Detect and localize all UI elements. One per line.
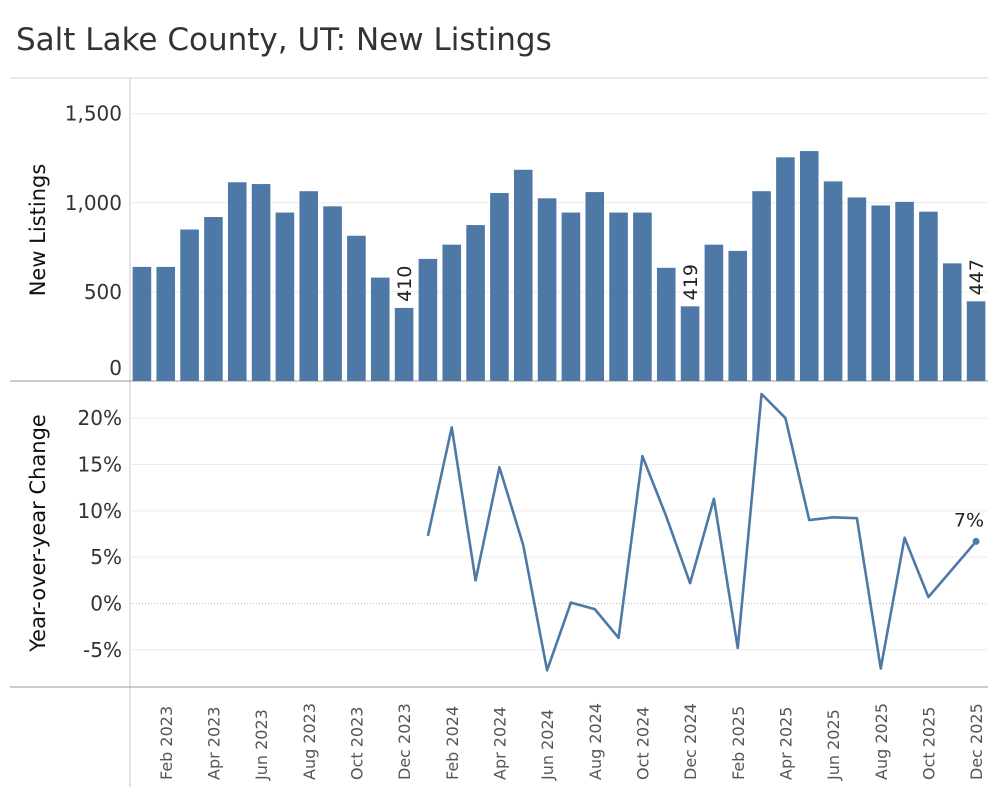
- bar-data-label: 447: [966, 259, 988, 295]
- yoy-line: [426, 392, 978, 672]
- bar: [728, 250, 748, 381]
- x-tick-label: Jun 2024: [538, 709, 557, 781]
- bar: [537, 198, 557, 381]
- x-tick-label: Oct 2023: [347, 707, 366, 780]
- y-tick-label: 10%: [78, 499, 122, 523]
- bar: [895, 201, 914, 381]
- bar: [442, 244, 462, 381]
- x-tick-label: Aug 2025: [872, 703, 891, 780]
- bar-data-labels: 410 419 447: [394, 259, 988, 302]
- bar: [299, 191, 319, 381]
- bar: [418, 258, 438, 381]
- bar: [823, 181, 843, 381]
- x-tick-label: Apr 2024: [490, 707, 509, 780]
- bar: [585, 192, 605, 381]
- x-tick-label: Oct 2024: [633, 707, 652, 780]
- x-tick-label: Aug 2023: [300, 703, 319, 780]
- x-tick-label: Aug 2024: [586, 703, 605, 780]
- yoy-panel-y-axis-title: Year-over-year Change: [26, 414, 50, 653]
- bar: [251, 184, 271, 381]
- bar: [394, 307, 414, 381]
- y-tick-label: 500: [84, 280, 122, 304]
- bar: [561, 212, 581, 381]
- x-tick-label: Jun 2025: [824, 709, 843, 781]
- y-tick-label: 5%: [90, 545, 122, 569]
- bar: [847, 197, 867, 381]
- bar-series: [132, 151, 986, 381]
- bar: [323, 206, 342, 381]
- y-tick-label: 1,000: [65, 191, 122, 215]
- bar: [656, 267, 676, 381]
- bar: [204, 217, 223, 381]
- y-tick-label: -5%: [83, 638, 122, 662]
- bar: [752, 191, 771, 381]
- x-tick-label: Oct 2025: [919, 707, 938, 780]
- bar-panel-y-ticks: 0 500 1,000 1,500: [65, 102, 122, 380]
- x-tick-label: Feb 2023: [157, 706, 176, 780]
- bar: [156, 266, 176, 381]
- end-point-marker: [972, 537, 980, 545]
- end-value-label: 7%: [954, 509, 984, 531]
- x-tick-label: Apr 2025: [776, 707, 795, 780]
- x-axis-ticks: Feb 2023 Apr 2023 Jun 2023 Aug 2023 Oct 2023…: [157, 703, 986, 781]
- bar-data-label: 410: [394, 266, 416, 302]
- bar: [942, 263, 962, 381]
- bar: [347, 235, 366, 381]
- yoy-line-series: 7%: [426, 392, 984, 672]
- bar: [609, 212, 628, 381]
- bar: [704, 244, 724, 381]
- bar: [275, 212, 295, 381]
- bar: [513, 169, 533, 381]
- x-tick-label: Feb 2025: [729, 706, 748, 780]
- yoy-panel-y-ticks: -5% 0% 5% 10% 15% 20%: [78, 406, 122, 662]
- bar: [180, 229, 199, 381]
- y-tick-label: 0%: [90, 592, 122, 616]
- y-tick-label: 15%: [78, 452, 122, 476]
- y-tick-label: 20%: [78, 406, 122, 430]
- bar-data-label: 419: [680, 264, 702, 300]
- bar: [490, 192, 509, 381]
- bar: [466, 225, 485, 381]
- bar: [370, 277, 390, 381]
- bar: [871, 205, 891, 381]
- bar: [227, 182, 247, 381]
- x-tick-label: Dec 2025: [967, 703, 986, 780]
- bar: [966, 301, 986, 381]
- x-tick-label: Dec 2024: [681, 703, 700, 780]
- yoy-panel-gridlines: [130, 417, 988, 651]
- x-tick-label: Feb 2024: [443, 706, 462, 780]
- bar: [633, 212, 652, 381]
- bar-panel-y-axis-title: New Listings: [26, 164, 50, 297]
- bar: [776, 157, 795, 381]
- x-tick-label: Jun 2023: [252, 709, 271, 781]
- bar: [132, 266, 152, 381]
- bar: [680, 306, 700, 381]
- y-tick-label: 1,500: [65, 102, 122, 126]
- x-tick-label: Apr 2023: [204, 707, 223, 780]
- bar: [799, 151, 819, 381]
- bar: [919, 211, 938, 381]
- x-tick-label: Dec 2023: [395, 703, 414, 780]
- y-tick-label: 0: [109, 356, 122, 380]
- bar-panel-gridlines: [130, 113, 988, 293]
- chart-title: Salt Lake County, UT: New Listings: [16, 22, 552, 58]
